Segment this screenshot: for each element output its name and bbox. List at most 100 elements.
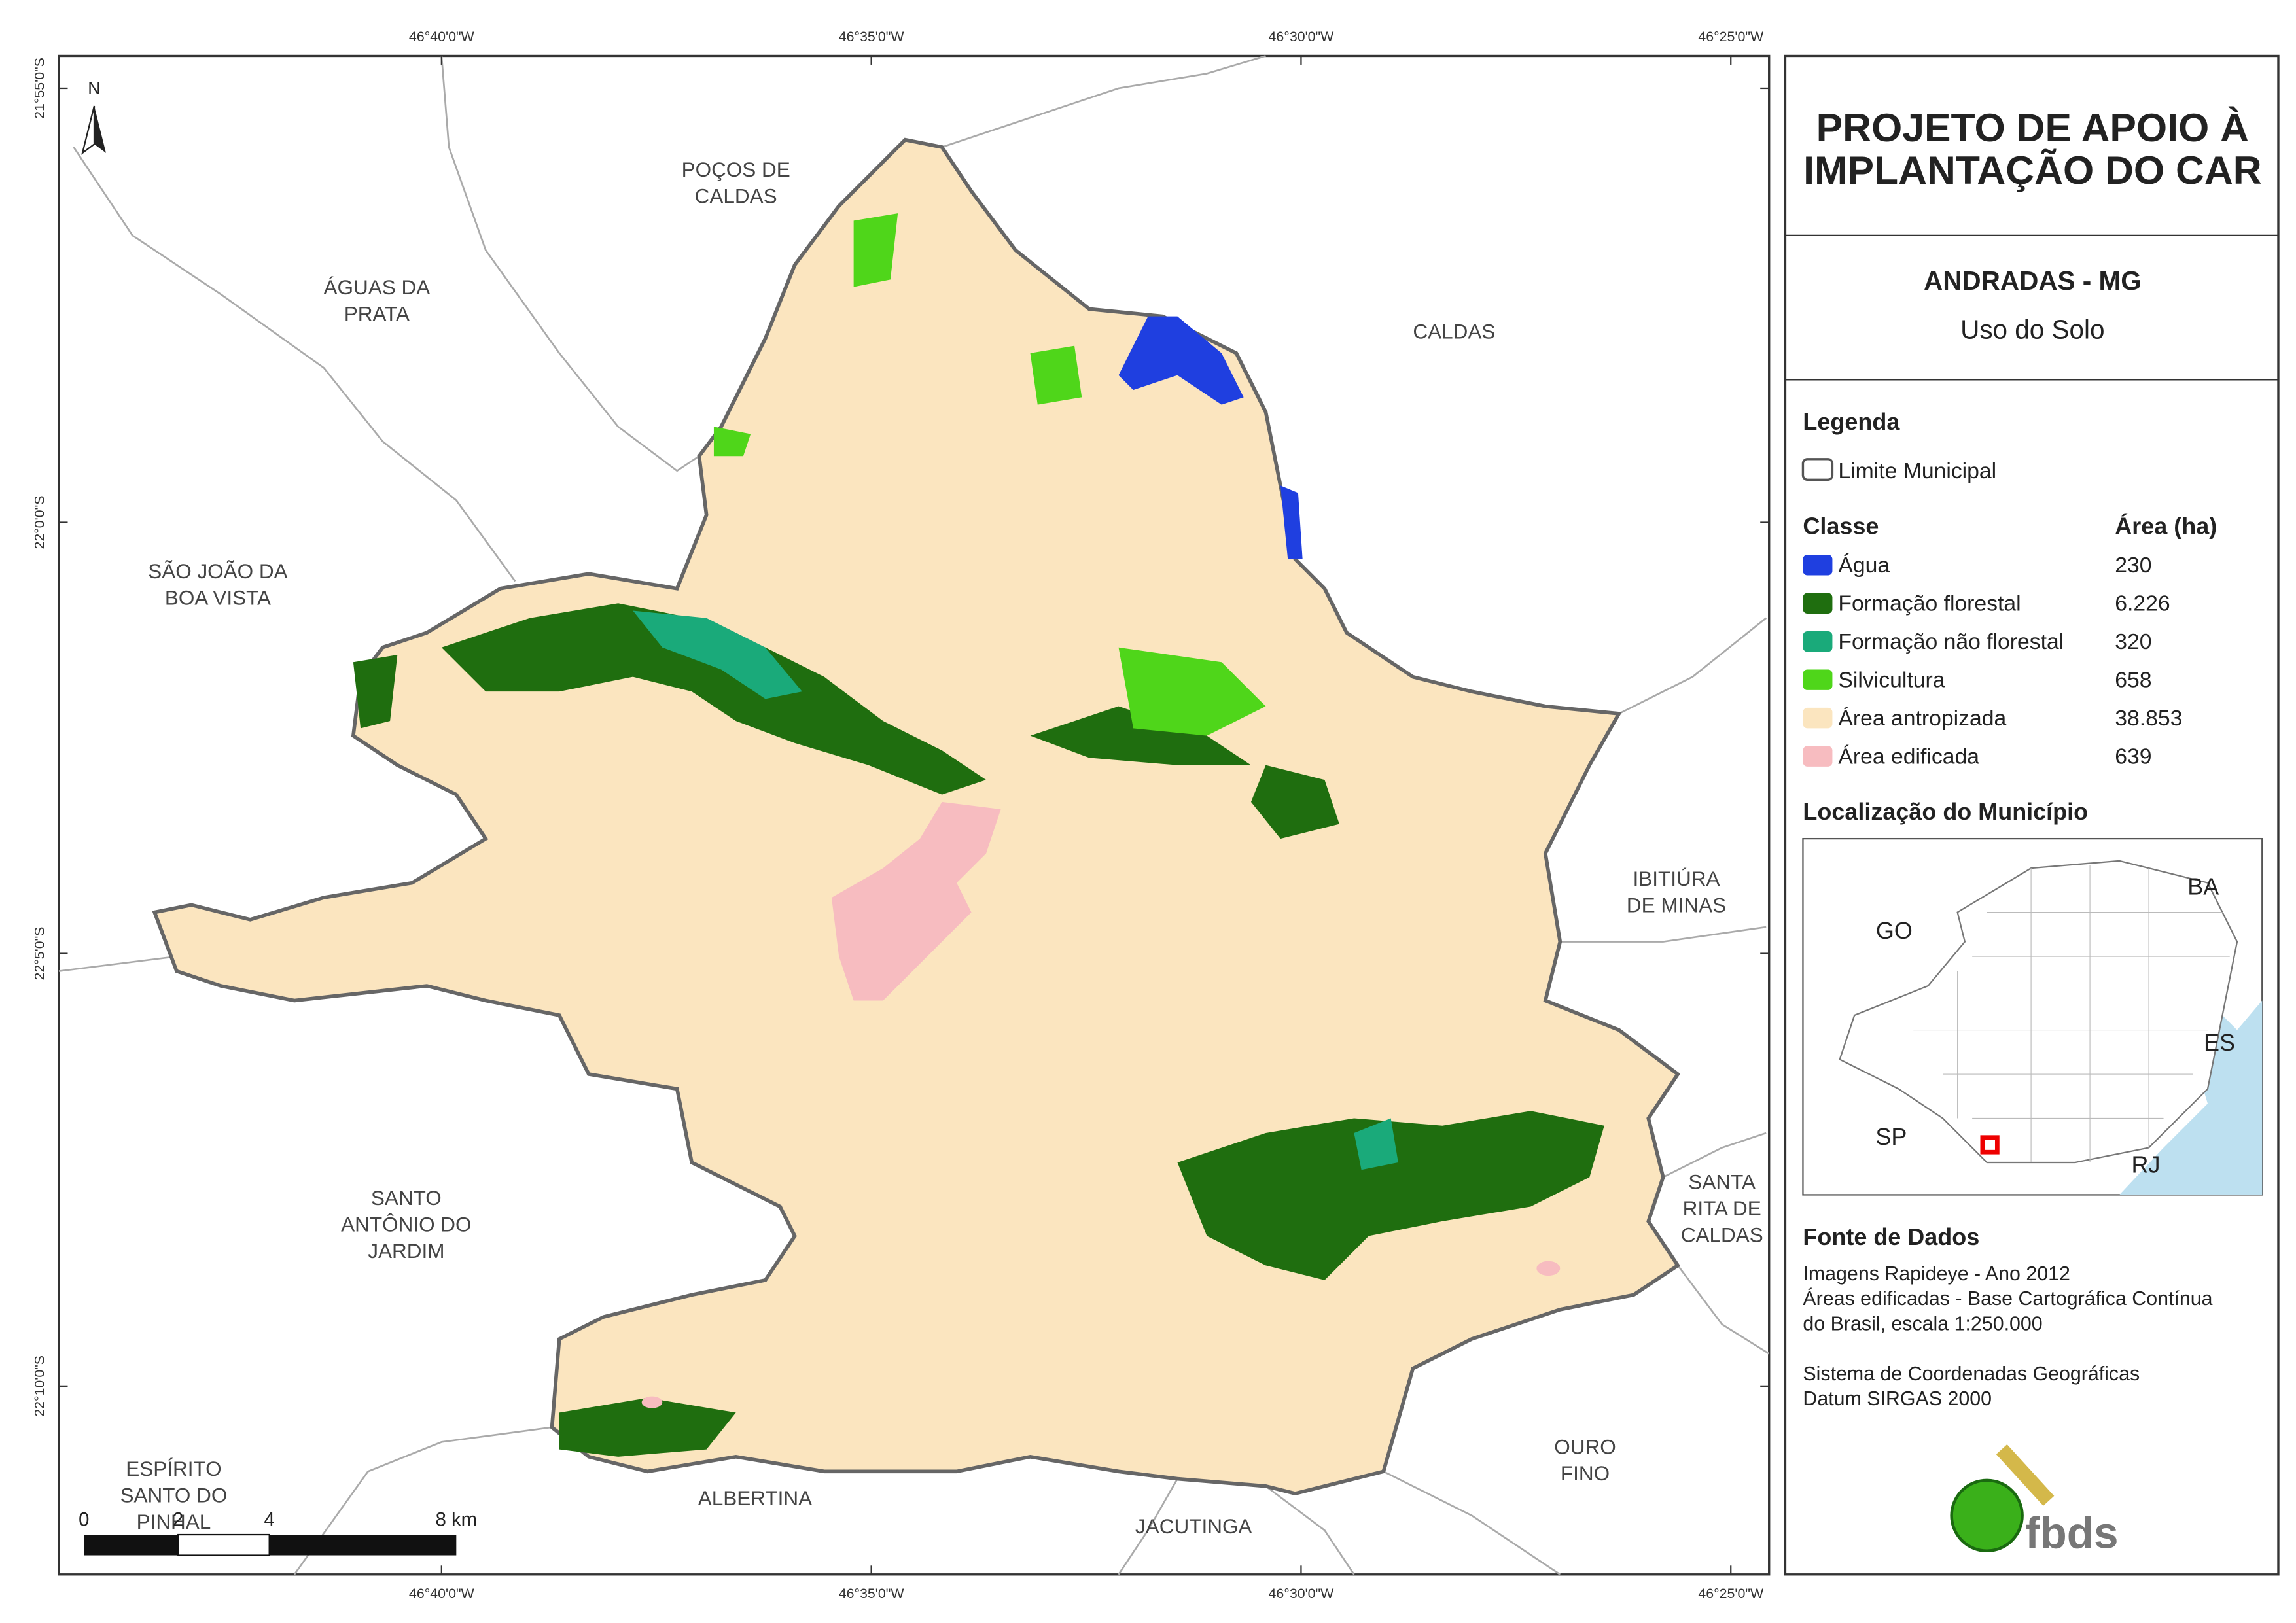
boundary: [1560, 926, 1767, 943]
boundary: [1118, 1478, 1178, 1575]
class-area: 230: [2115, 553, 2151, 578]
class-header: Classe: [1803, 513, 1879, 540]
source-line: Áreas edificadas - Base Cartográfica Con…: [1803, 1288, 2212, 1310]
neighbor-name: BOA VISTA: [165, 585, 271, 609]
longitude-label: 46°40'0"W: [409, 1586, 475, 1601]
class-swatch: [1803, 631, 1833, 652]
class-name: Silvicultura: [1838, 667, 1945, 692]
forest: [1250, 765, 1339, 839]
boundary: [73, 147, 516, 582]
land-use: [353, 213, 1604, 1457]
municipality-name: ANDRADAS - MG: [1924, 266, 2142, 296]
minas-gerais: [1839, 860, 2238, 1164]
longitude-label: 46°35'0"W: [839, 29, 905, 44]
longitude-label: 46°30'0"W: [1269, 1586, 1335, 1601]
latitude-label: 21°55'0"S: [32, 58, 48, 119]
boundary-swatch: [1801, 458, 1834, 481]
class-swatch: [1803, 669, 1833, 690]
forest: [1177, 1111, 1604, 1280]
silviculture: [713, 427, 751, 457]
silviculture: [853, 213, 898, 287]
state-label: BA: [2187, 873, 2219, 900]
longitude-label: 46°40'0"W: [409, 29, 475, 44]
boundary-label: Limite Municipal: [1838, 459, 1996, 483]
north-arrow-shape: [94, 105, 106, 153]
urban-area: [831, 801, 1001, 1001]
class-name: Formação florestal: [1838, 591, 2021, 616]
scale-label: 2: [173, 1510, 183, 1531]
neighbor-name: PRATA: [344, 302, 410, 325]
north-arrow: N: [81, 79, 106, 155]
class-area: 658: [2115, 667, 2151, 692]
scale-label: 4: [264, 1510, 275, 1531]
longitude-label: 46°25'0"W: [1698, 1586, 1764, 1601]
boundary: [293, 1426, 552, 1575]
neighbor-boundaries: [58, 55, 1770, 1575]
ocean: [2119, 956, 2263, 1195]
source-line: Datum SIRGAS 2000: [1803, 1388, 1992, 1410]
area-header: Área (ha): [2115, 513, 2217, 540]
neighbor-name: RITA DE: [1683, 1196, 1761, 1220]
water: [1280, 485, 1303, 559]
legend-title: Legenda: [1803, 408, 1900, 435]
inset-labels: GO BA ES SP RJ: [1875, 873, 2235, 1178]
source-line: do Brasil, escala 1:250.000: [1803, 1313, 2042, 1335]
neighbor-labels: POÇOS DE CALDAS ÁGUAS DA PRATA CALDAS SÃO JOÃ…: [120, 158, 1763, 1538]
neighbor-name: SANTO DO: [120, 1484, 228, 1507]
state-label: GO: [1876, 917, 1913, 944]
class-area: 38.853: [2115, 706, 2182, 731]
source-line: Imagens Rapideye - Ano 2012: [1803, 1263, 2070, 1285]
neighbor-name: FINO: [1561, 1461, 1610, 1485]
urban-area: [641, 1396, 663, 1408]
logo-bar: [1996, 1444, 2055, 1506]
class-area: 320: [2115, 629, 2151, 654]
scale-label: 0: [79, 1510, 89, 1531]
title-line: IMPLANTAÇÃO DO CAR: [1803, 148, 2261, 192]
scale-segment: [269, 1535, 457, 1556]
north-label: N: [88, 79, 101, 98]
neighbor-name: POÇOS DE: [682, 158, 790, 181]
silviculture: [1030, 345, 1082, 405]
location-marker: [1980, 1135, 2000, 1155]
neighbor-name: IBITIÚRA: [1633, 867, 1720, 890]
mesh: [1913, 865, 2230, 1162]
forest: [353, 654, 398, 729]
scale-segment: [177, 1533, 270, 1556]
class-swatch: [1803, 593, 1833, 614]
scale-bar: 0 2 4 8 km: [79, 1510, 477, 1556]
north-arrow-shape: [81, 105, 96, 155]
location-title: Localização do Município: [1803, 798, 2088, 825]
urban-area: [1536, 1261, 1561, 1276]
boundary: [1618, 617, 1767, 715]
non-forest: [633, 610, 802, 699]
scale-label: 8 km: [436, 1510, 477, 1531]
latitude-label: 22°5'0"S: [32, 927, 48, 981]
sources-title: Fonte de Dados: [1803, 1223, 1979, 1250]
longitude-label: 46°30'0"W: [1269, 29, 1335, 44]
forest: [1030, 706, 1251, 765]
class-name: Área antropizada: [1838, 706, 2006, 731]
neighbor-name: ALBERTINA: [698, 1486, 812, 1510]
source-line: Sistema de Coordenadas Geográficas: [1803, 1363, 2140, 1385]
neighbor-name: SANTA: [1688, 1170, 1756, 1193]
class-name: Formação não florestal: [1838, 629, 2064, 654]
class-name: Água: [1838, 553, 1890, 578]
title-line: PROJETO DE APOIO À: [1816, 105, 2249, 150]
boundary: [440, 56, 700, 472]
neighbor-name: ESPÍRITO: [126, 1457, 221, 1480]
longitude-label: 46°25'0"W: [1698, 29, 1764, 44]
non-forest: [1354, 1118, 1398, 1170]
state-label: ES: [2204, 1029, 2235, 1056]
class-area: 639: [2115, 744, 2151, 769]
neighbor-name: ANTÔNIO DO: [341, 1213, 471, 1236]
latitude-label: 22°0'0"S: [32, 496, 48, 550]
neighbor-name: JARDIM: [368, 1239, 444, 1263]
state-label: RJ: [2132, 1151, 2161, 1178]
longitude-label: 46°35'0"W: [839, 1586, 905, 1601]
forest: [441, 603, 987, 795]
neighbor-name: SÃO JOÃO DA: [148, 559, 287, 583]
neighbor-name: ÁGUAS DA: [323, 275, 430, 299]
panel-frame: [1784, 54, 2280, 1576]
